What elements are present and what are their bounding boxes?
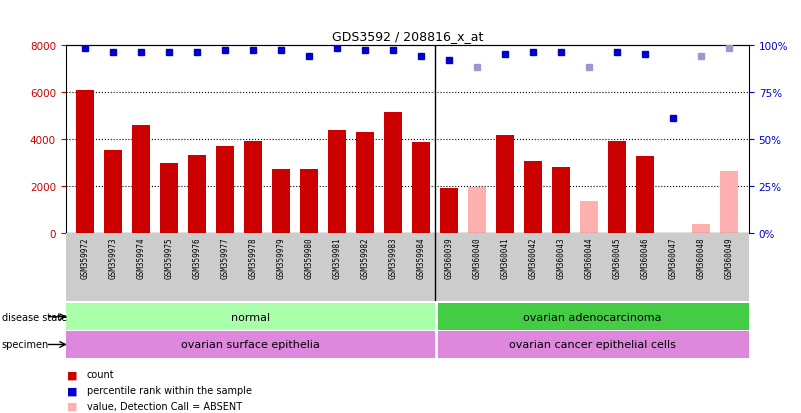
Bar xyxy=(66,331,436,358)
Bar xyxy=(328,131,346,233)
Text: GSM359983: GSM359983 xyxy=(388,237,398,278)
Text: GSM359976: GSM359976 xyxy=(193,237,202,278)
Title: GDS3592 / 208816_x_at: GDS3592 / 208816_x_at xyxy=(332,30,483,43)
Text: count: count xyxy=(87,370,114,380)
Text: GSM359980: GSM359980 xyxy=(305,237,314,278)
Bar xyxy=(132,126,151,233)
Text: percentile rank within the sample: percentile rank within the sample xyxy=(87,385,252,395)
Bar xyxy=(356,133,374,233)
Text: ■: ■ xyxy=(66,385,78,395)
Text: GSM360039: GSM360039 xyxy=(445,237,454,278)
Bar xyxy=(104,151,123,233)
Bar xyxy=(244,142,263,233)
Text: GSM359979: GSM359979 xyxy=(277,237,286,278)
Bar xyxy=(216,147,235,233)
Text: GSM359974: GSM359974 xyxy=(137,237,146,278)
Text: specimen: specimen xyxy=(2,339,49,350)
Bar xyxy=(524,162,542,233)
Text: GSM360045: GSM360045 xyxy=(613,237,622,278)
Bar xyxy=(300,169,319,233)
Bar xyxy=(496,136,514,233)
Bar xyxy=(552,168,570,233)
Text: GSM359972: GSM359972 xyxy=(81,237,90,278)
Text: GSM359981: GSM359981 xyxy=(332,237,342,278)
Bar xyxy=(720,171,739,233)
Text: GSM359978: GSM359978 xyxy=(249,237,258,278)
Text: GSM360047: GSM360047 xyxy=(669,237,678,278)
Bar xyxy=(413,143,430,233)
Bar xyxy=(188,156,207,233)
Text: GSM359982: GSM359982 xyxy=(360,237,370,278)
Text: GSM360041: GSM360041 xyxy=(501,237,509,278)
Bar xyxy=(441,189,458,233)
Text: GSM360049: GSM360049 xyxy=(725,237,734,278)
Text: ■: ■ xyxy=(66,401,78,411)
Bar xyxy=(272,170,291,233)
Bar xyxy=(469,188,486,233)
Bar xyxy=(384,113,402,233)
Text: disease state: disease state xyxy=(2,312,66,322)
Text: ovarian surface epithelia: ovarian surface epithelia xyxy=(181,339,320,350)
Bar xyxy=(580,202,598,233)
Text: GSM360042: GSM360042 xyxy=(529,237,537,278)
Text: GSM359984: GSM359984 xyxy=(417,237,426,278)
Text: GSM360040: GSM360040 xyxy=(473,237,482,278)
Bar xyxy=(66,304,436,330)
Bar xyxy=(76,91,95,233)
Bar xyxy=(692,224,710,233)
Text: GSM360046: GSM360046 xyxy=(641,237,650,278)
Text: GSM360043: GSM360043 xyxy=(557,237,566,278)
Text: ovarian cancer epithelial cells: ovarian cancer epithelial cells xyxy=(509,339,676,350)
Text: GSM359977: GSM359977 xyxy=(221,237,230,278)
Text: value, Detection Call = ABSENT: value, Detection Call = ABSENT xyxy=(87,401,242,411)
Text: ■: ■ xyxy=(66,370,78,380)
Text: GSM360044: GSM360044 xyxy=(585,237,594,278)
Bar xyxy=(436,304,749,330)
Bar xyxy=(160,164,179,233)
Text: GSM359975: GSM359975 xyxy=(165,237,174,278)
Text: GSM360048: GSM360048 xyxy=(697,237,706,278)
Text: ovarian adenocarcinoma: ovarian adenocarcinoma xyxy=(523,312,662,322)
Bar xyxy=(608,142,626,233)
Bar xyxy=(436,331,749,358)
Text: GSM359973: GSM359973 xyxy=(109,237,118,278)
Bar xyxy=(636,157,654,233)
Text: normal: normal xyxy=(231,312,270,322)
